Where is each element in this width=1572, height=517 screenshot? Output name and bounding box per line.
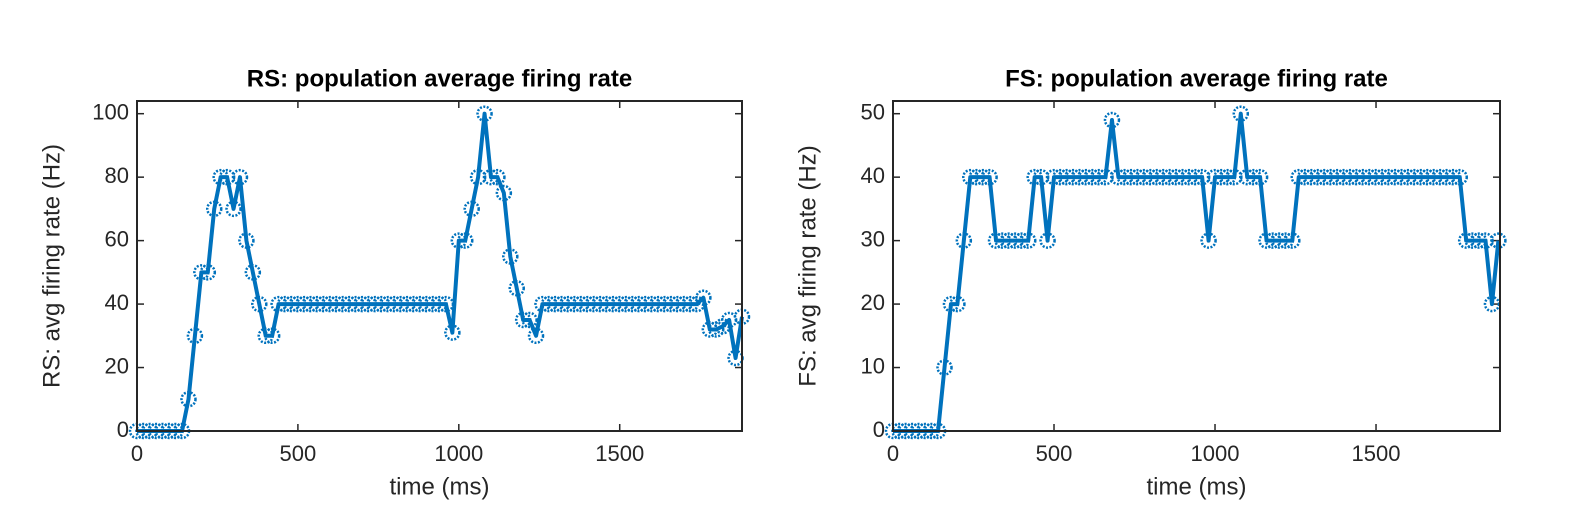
data-marker [1090, 168, 1108, 186]
data-marker [476, 105, 493, 122]
data-marker [244, 264, 262, 281]
data-marker [1187, 168, 1204, 186]
chart-title: RS: population average firing rate [247, 65, 632, 92]
data-marker [431, 295, 448, 313]
data-marker [263, 327, 281, 345]
data-marker [257, 327, 274, 345]
data-marker [1277, 232, 1295, 249]
data-marker [514, 311, 532, 329]
data-marker [508, 279, 525, 297]
data-marker [1026, 168, 1043, 186]
data-marker [1232, 105, 1250, 122]
x-tick-label: 1000 [434, 441, 483, 466]
data-marker [695, 289, 712, 306]
data-marker [456, 232, 474, 249]
data-marker [1445, 168, 1462, 186]
data-marker [450, 232, 468, 249]
data-marker [942, 295, 960, 313]
axes-box [136, 100, 743, 432]
plot-area [893, 101, 1500, 431]
x-tick-label: 1000 [1191, 441, 1240, 466]
data-marker [231, 168, 249, 186]
y-tick-label: 50 [861, 100, 885, 125]
x-axis-label: time (ms) [1147, 473, 1247, 500]
data-marker [1251, 168, 1269, 186]
chart-title: FS: population average firing rate [1005, 65, 1388, 92]
data-marker [186, 327, 204, 345]
data-marker [489, 168, 506, 186]
y-tick-label: 0 [873, 417, 885, 442]
data-marker [521, 311, 538, 329]
y-axis-label: FS: avg firing rate (Hz) [794, 145, 821, 386]
data-marker [1013, 232, 1031, 249]
y-tick-label: 20 [105, 353, 129, 378]
data-marker [682, 295, 699, 313]
data-marker [238, 232, 255, 249]
data-marker [1470, 232, 1488, 249]
x-tick-label: 1500 [595, 441, 644, 466]
data-marker [527, 327, 545, 345]
data-marker [199, 264, 217, 281]
y-tick-label: 30 [861, 226, 885, 251]
data-marker [193, 264, 210, 281]
x-tick-label: 0 [887, 441, 899, 466]
data-marker [1451, 168, 1468, 186]
data-marker [1200, 232, 1217, 249]
data-marker [437, 295, 455, 313]
y-tick-label: 60 [105, 226, 129, 251]
data-marker [1039, 232, 1056, 249]
data-marker [955, 232, 973, 249]
data-marker [1245, 168, 1262, 186]
data-marker [482, 168, 500, 186]
data-marker [1103, 111, 1121, 129]
data-marker [212, 168, 229, 186]
y-tick-label: 10 [861, 353, 885, 378]
x-tick-label: 0 [131, 441, 143, 466]
x-axis-label: time (ms) [390, 473, 490, 500]
y-tick-label: 40 [861, 163, 885, 188]
x-tick-label: 500 [1036, 441, 1073, 466]
data-marker [502, 248, 519, 265]
x-tick-label: 1500 [1352, 441, 1401, 466]
axes-box [892, 100, 1501, 432]
y-tick-label: 80 [105, 163, 129, 188]
data-marker [251, 295, 268, 313]
y-tick-label: 0 [117, 417, 129, 442]
data-marker [1284, 232, 1301, 249]
data-marker [974, 168, 992, 186]
data-marker [981, 168, 998, 186]
plot-area [137, 101, 742, 431]
data-marker [936, 359, 953, 376]
data-marker [949, 295, 966, 313]
data-marker [1483, 295, 1501, 313]
y-tick-label: 20 [861, 290, 885, 315]
data-marker [444, 324, 461, 341]
y-tick-label: 40 [105, 290, 129, 315]
data-marker [1019, 232, 1037, 249]
data-marker [1490, 232, 1507, 249]
data-marker [225, 200, 242, 218]
y-tick-label: 100 [92, 100, 129, 125]
data-marker [495, 184, 513, 202]
x-tick-label: 500 [280, 441, 317, 466]
data-marker [205, 200, 223, 218]
data-marker [463, 200, 480, 218]
data-marker [180, 391, 197, 408]
data-marker [1219, 168, 1237, 186]
y-axis-label: RS: avg firing rate (Hz) [38, 144, 65, 388]
axes: 0 500 1000 1500 0 20 40 60 80 100 RS: population a… [38, 65, 751, 500]
axes: 0 500 1000 1500 0 10 20 30 40 50 FS: population av… [794, 65, 1507, 500]
